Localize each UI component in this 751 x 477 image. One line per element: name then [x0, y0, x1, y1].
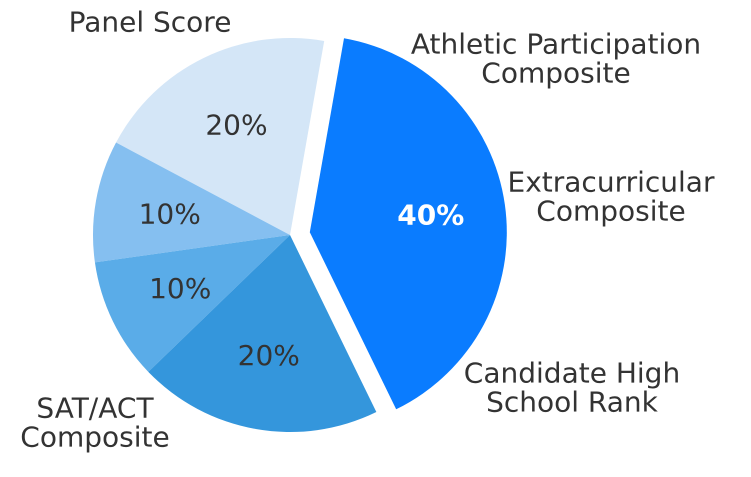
pie-slice-extracurricular-composite	[94, 235, 290, 372]
percent-label: 20%	[238, 339, 300, 372]
percent-labels: 20% 10% 10% 20% 40%	[139, 109, 465, 372]
percent-label: 40%	[397, 199, 464, 232]
percent-label: 20%	[205, 109, 267, 142]
percent-label: 10%	[139, 197, 201, 230]
category-label: Panel Score	[69, 6, 232, 39]
percent-label: 10%	[149, 272, 211, 305]
category-label: SAT/ACT Composite	[20, 392, 169, 454]
category-label: Extracurricular Composite	[508, 166, 715, 228]
category-labels: Panel Score Athletic Participation Composi…	[20, 6, 715, 454]
category-label: Candidate High School Rank	[464, 357, 680, 419]
pie-slice-panel-score	[116, 38, 325, 236]
pie-slice-sat-act-composite	[309, 38, 507, 410]
pie-slice-candidate-high-school-rank	[148, 235, 377, 432]
category-label: Athletic Participation Composite	[411, 28, 701, 90]
pie-slice-athletic-participation-composite	[92, 142, 290, 263]
pie-slices	[92, 38, 507, 432]
